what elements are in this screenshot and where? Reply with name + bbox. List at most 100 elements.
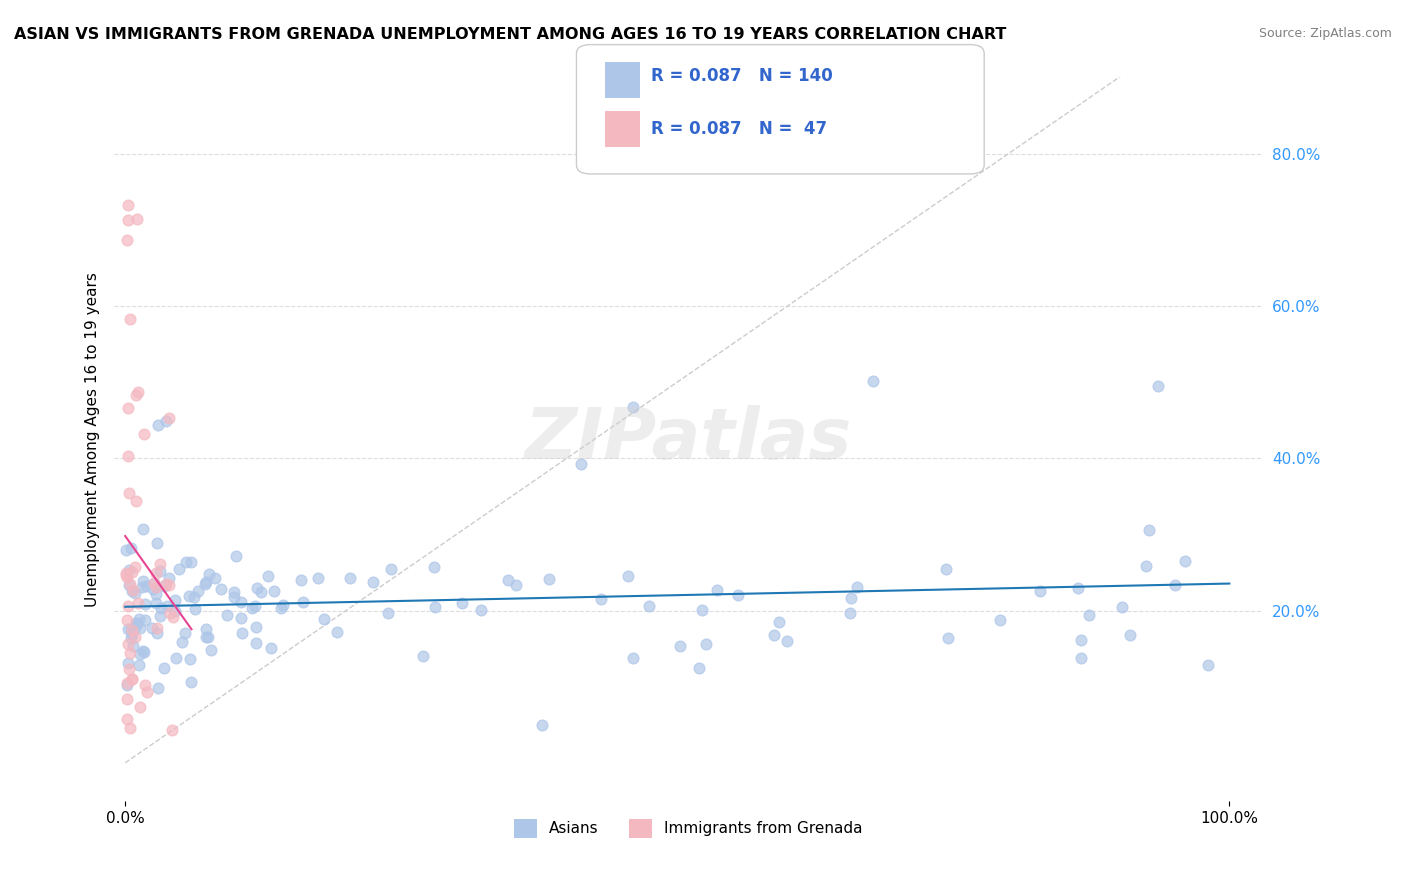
Point (862, 375, 884, 389)
Point (155, 414, 177, 428)
Point (128, 658, 150, 673)
Point (569, 457, 592, 471)
Legend: Asians, Immigrants from Grenada: Asians, Immigrants from Grenada (508, 813, 869, 844)
Point (246, 581, 269, 595)
Point (146, 536, 169, 550)
Point (257, 569, 280, 583)
Point (125, 493, 148, 508)
Point (194, 630, 217, 644)
Point (121, 582, 143, 597)
Point (121, 672, 143, 686)
Point (128, 612, 150, 626)
Point (225, 549, 247, 563)
Point (727, 588, 749, 602)
Point (162, 610, 184, 624)
Point (134, 644, 156, 658)
Point (159, 606, 181, 620)
Point (121, 672, 143, 686)
Point (125, 211, 148, 226)
Point (114, 543, 136, 558)
Y-axis label: Unemployment Among Ages 16 to 19 years: Unemployment Among Ages 16 to 19 years (86, 272, 100, 607)
Point (124, 560, 146, 574)
Point (142, 582, 165, 596)
Point (120, 631, 142, 645)
Point (1070, 651, 1092, 665)
Point (125, 388, 148, 402)
Point (146, 621, 169, 635)
Point (688, 661, 710, 675)
Point (290, 573, 312, 587)
Point (935, 562, 957, 576)
Point (326, 624, 349, 639)
Point (117, 637, 139, 651)
Point (505, 577, 527, 591)
Point (422, 560, 444, 574)
Point (129, 620, 152, 634)
Point (121, 583, 143, 598)
Point (197, 631, 219, 645)
Point (170, 635, 193, 649)
Point (135, 685, 157, 699)
Point (118, 578, 141, 592)
Point (377, 607, 399, 621)
Point (470, 603, 492, 617)
Point (115, 712, 138, 726)
Point (149, 557, 172, 571)
Point (204, 571, 226, 585)
Point (1119, 628, 1142, 642)
Point (198, 567, 221, 582)
Point (194, 574, 217, 589)
Point (215, 608, 238, 623)
Point (839, 591, 862, 606)
Point (118, 563, 141, 577)
Point (145, 580, 167, 594)
Point (245, 636, 267, 650)
Point (1066, 581, 1088, 595)
Point (180, 674, 202, 689)
Point (157, 578, 180, 592)
Point (122, 639, 145, 653)
Point (121, 623, 143, 637)
Point (145, 566, 167, 581)
Point (988, 613, 1011, 627)
Point (222, 585, 245, 599)
Point (117, 401, 139, 415)
Point (115, 691, 138, 706)
Point (245, 620, 267, 634)
Point (240, 600, 263, 615)
Point (121, 566, 143, 580)
Point (135, 579, 157, 593)
Point (193, 577, 215, 591)
Point (1197, 657, 1219, 672)
Point (157, 411, 180, 425)
Point (530, 717, 553, 731)
Point (762, 628, 785, 642)
Point (174, 626, 197, 640)
Point (117, 599, 139, 614)
Point (132, 644, 155, 658)
Point (271, 598, 294, 612)
Point (124, 622, 146, 636)
Text: R = 0.087   N =  47: R = 0.087 N = 47 (651, 120, 827, 138)
Point (183, 590, 205, 604)
Point (638, 599, 661, 614)
Point (156, 599, 179, 613)
Point (195, 622, 218, 636)
Point (115, 678, 138, 692)
Point (142, 575, 165, 590)
Point (380, 562, 402, 576)
Point (167, 562, 190, 576)
Point (148, 417, 170, 432)
Point (1137, 523, 1160, 537)
Point (184, 601, 207, 615)
Point (134, 597, 156, 611)
Point (768, 615, 790, 630)
Point (131, 580, 153, 594)
Point (160, 723, 183, 737)
Point (145, 596, 167, 610)
Point (118, 646, 141, 660)
Point (1070, 632, 1092, 647)
Point (124, 630, 146, 644)
Point (187, 583, 209, 598)
Point (117, 213, 139, 227)
